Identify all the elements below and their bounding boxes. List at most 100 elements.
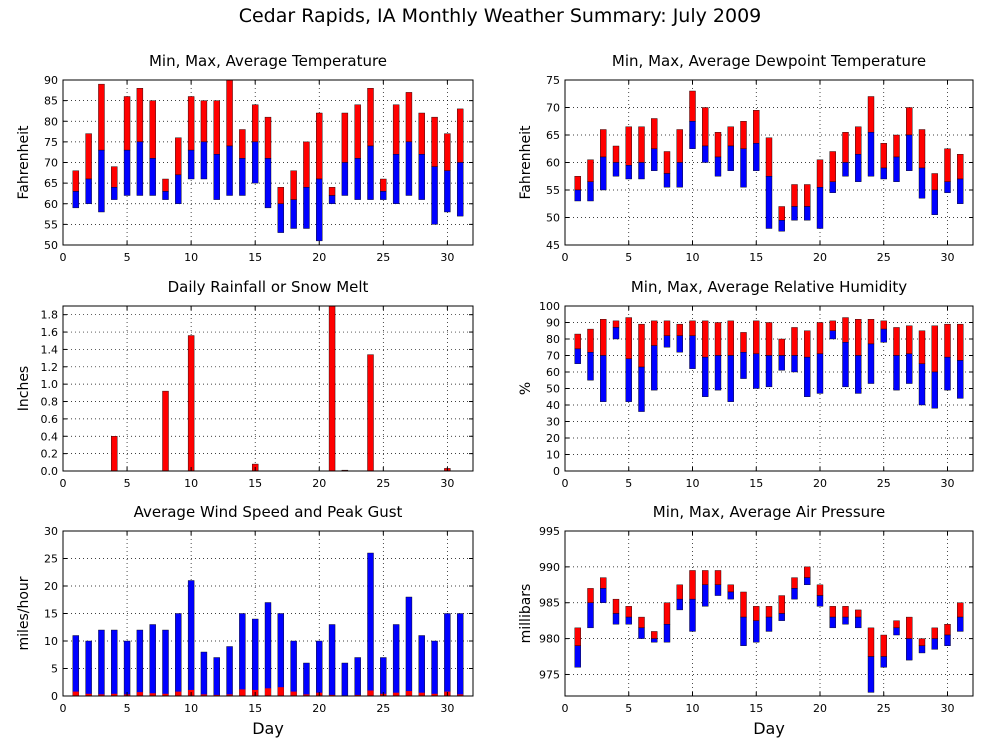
bar-lower — [702, 584, 709, 607]
bar-avg-speed — [329, 694, 336, 696]
bar-peak-gust — [418, 635, 425, 697]
bar-upper — [162, 178, 169, 192]
y-tick-label: 975 — [539, 668, 560, 681]
bar-lower — [98, 149, 105, 213]
bar-upper — [405, 92, 413, 143]
bar-lower — [123, 149, 131, 196]
x-tick-label: 10 — [184, 251, 198, 264]
bar-upper — [418, 112, 425, 155]
bar-peak-gust — [226, 646, 233, 697]
bar-rainfall — [328, 305, 336, 472]
x-tick-label: 20 — [813, 702, 827, 715]
bar-upper — [855, 319, 862, 356]
y-tick-label: 85 — [44, 95, 58, 108]
bar-upper — [663, 320, 671, 336]
bar-lower — [829, 330, 836, 340]
bar-upper — [676, 323, 683, 336]
bar-upper — [791, 327, 798, 356]
bar-upper — [804, 184, 811, 207]
y-tick-label: 1.6 — [41, 326, 59, 339]
plot-frame — [564, 530, 974, 697]
x-tick-label: 20 — [312, 477, 326, 490]
bar-upper — [651, 118, 658, 149]
bar-upper — [816, 159, 824, 188]
bar-upper — [431, 116, 438, 167]
chart-title: Min, Max, Average Relative Humidity — [631, 278, 907, 296]
y-tick-label: 50 — [546, 212, 560, 225]
bar-lower — [676, 335, 683, 353]
bar-peak-gust — [367, 552, 374, 697]
x-tick-label: 10 — [686, 702, 700, 715]
bar-lower — [574, 645, 581, 668]
x-tick-label: 10 — [686, 251, 700, 264]
chart-humidity: Min, Max, Average Relative Humidity 0 10 20… — [518, 278, 974, 490]
y-tick-label: 75 — [546, 74, 560, 87]
bar-upper — [957, 323, 964, 361]
bar-lower — [957, 360, 964, 399]
bar-upper — [880, 634, 887, 657]
bar-lower — [714, 156, 722, 177]
y-tick-label: 30 — [44, 525, 58, 538]
bar-upper — [341, 112, 349, 163]
bar-lower — [587, 352, 594, 381]
y-tick-label: 55 — [546, 184, 560, 197]
y-tick-label: 80 — [44, 115, 58, 128]
y-tick-label: 1.0 — [41, 378, 59, 391]
bar-upper — [944, 323, 951, 358]
bar-upper — [456, 108, 464, 163]
y-axis-label: miles/hour — [16, 576, 32, 650]
x-tick-label: 0 — [562, 477, 569, 490]
chart-title: Average Wind Speed and Peak Gust — [134, 503, 403, 521]
bar-upper — [944, 148, 951, 182]
chart-pressure: Min, Max, Average Air Pressure 975 980 985 9… — [518, 503, 974, 738]
x-tick-label: 15 — [749, 702, 763, 715]
bar-lower — [727, 355, 734, 402]
bar-peak-gust — [98, 629, 105, 697]
bar-series — [574, 566, 964, 693]
bar-avg-speed — [85, 693, 92, 696]
bar-lower — [200, 141, 208, 180]
bar-lower — [816, 353, 824, 394]
x-tick-label: 30 — [941, 477, 955, 490]
bar-lower — [638, 162, 645, 180]
bar-peak-gust — [239, 613, 246, 697]
bar-peak-gust — [277, 613, 285, 697]
bar-upper — [111, 166, 118, 188]
bar-peak-gust — [431, 640, 438, 697]
bar-lower — [663, 335, 671, 348]
x-axis-label: Day — [753, 719, 785, 738]
bar-upper — [574, 333, 581, 350]
bar-lower — [842, 616, 849, 625]
bar-peak-gust — [213, 657, 220, 697]
bar-peak-gust — [111, 629, 118, 697]
bar-upper — [612, 145, 620, 163]
x-tick-label: 30 — [941, 702, 955, 715]
chart-title: Min, Max, Average Temperature — [149, 52, 387, 70]
y-tick-label: 80 — [546, 333, 560, 346]
x-tick-label: 10 — [686, 477, 700, 490]
plot-frame — [62, 305, 474, 472]
x-tick-label: 10 — [184, 477, 198, 490]
bar-upper — [277, 187, 285, 204]
bar-upper — [957, 602, 964, 618]
x-tick-label: 15 — [749, 251, 763, 264]
bar-lower — [893, 355, 900, 391]
bar-lower — [226, 145, 233, 196]
bar-lower — [574, 348, 581, 364]
x-tick-label: 15 — [248, 477, 262, 490]
bar-lower — [689, 121, 696, 149]
bar-avg-speed — [72, 691, 79, 696]
bar-peak-gust — [149, 624, 156, 697]
bar-upper — [587, 588, 594, 603]
bar-lower — [175, 174, 182, 204]
bar-lower — [354, 158, 361, 200]
bar-avg-speed — [213, 694, 220, 696]
x-tick-label: 15 — [248, 702, 262, 715]
chart-dewpoint: Min, Max, Average Dewpoint Temperature 45… — [518, 52, 974, 264]
chart-temperature: Min, Max, Average Temperature50556065707… — [16, 52, 474, 264]
x-tick-label: 5 — [625, 702, 632, 715]
bar-lower — [740, 616, 747, 646]
bar-peak-gust — [316, 640, 323, 697]
bar-upper — [600, 319, 607, 356]
bar-series — [574, 317, 964, 412]
